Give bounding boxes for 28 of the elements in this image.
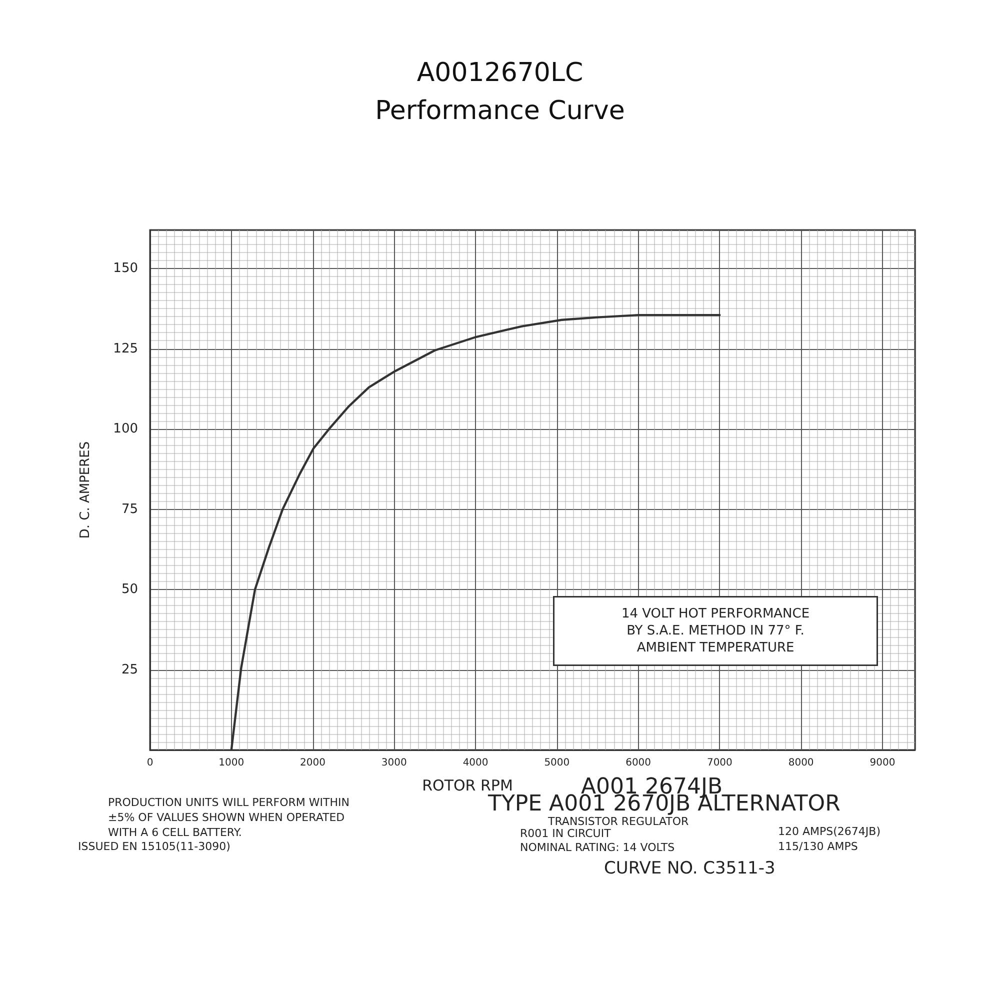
y-tick-label: 150 bbox=[113, 261, 138, 276]
y-tick-label: 125 bbox=[113, 341, 138, 356]
x-axis-title: ROTOR RPM bbox=[422, 776, 513, 794]
chart-subtitle: Performance Curve bbox=[375, 96, 625, 126]
y-tick-label: 100 bbox=[113, 422, 138, 437]
x-tick-label: 5000 bbox=[544, 758, 570, 768]
text: ISSUED EN 15105(11-3090) bbox=[78, 840, 230, 853]
x-tick-label: 7000 bbox=[706, 758, 732, 768]
text: R001 IN CIRCUIT bbox=[520, 827, 612, 840]
annotation: 14 VOLT HOT PERFORMANCE BY S.A.E. METHOD IN 77° F. AMBIENT TEMPERATURE bbox=[621, 606, 810, 656]
text: CURVE NO. C3511-3 bbox=[604, 858, 776, 878]
x-tick-label: 3000 bbox=[381, 758, 407, 768]
y-axis-title: D. C. AMPERES bbox=[78, 441, 93, 539]
y-tick-label: 50 bbox=[121, 582, 138, 598]
text: PRODUCTION UNITS WILL PERFORM WITHIN ±5% OF VALUES SHOWN WHEN OPERATED WITH A 6 CELL BATTERY. bbox=[108, 796, 350, 839]
x-tick-label: 6000 bbox=[626, 758, 652, 768]
text: 120 AMPS(2674JB) 115/130 AMPS bbox=[778, 825, 880, 853]
text: NOMINAL RATING: 14 VOLTS bbox=[520, 841, 675, 854]
x-tick-label: 0 bbox=[146, 758, 154, 768]
x-tick-label: 9000 bbox=[870, 758, 896, 768]
x-tick-label: 1000 bbox=[218, 758, 244, 768]
chart-title: A0012670LC bbox=[416, 58, 584, 88]
x-tick-label: 8000 bbox=[788, 758, 814, 768]
x-tick-label: 2000 bbox=[300, 758, 326, 768]
y-tick-label: 75 bbox=[121, 502, 138, 517]
y-tick-label: 25 bbox=[121, 662, 138, 678]
x-tick-label: 4000 bbox=[462, 758, 488, 768]
text: TRANSISTOR REGULATOR bbox=[547, 815, 689, 828]
